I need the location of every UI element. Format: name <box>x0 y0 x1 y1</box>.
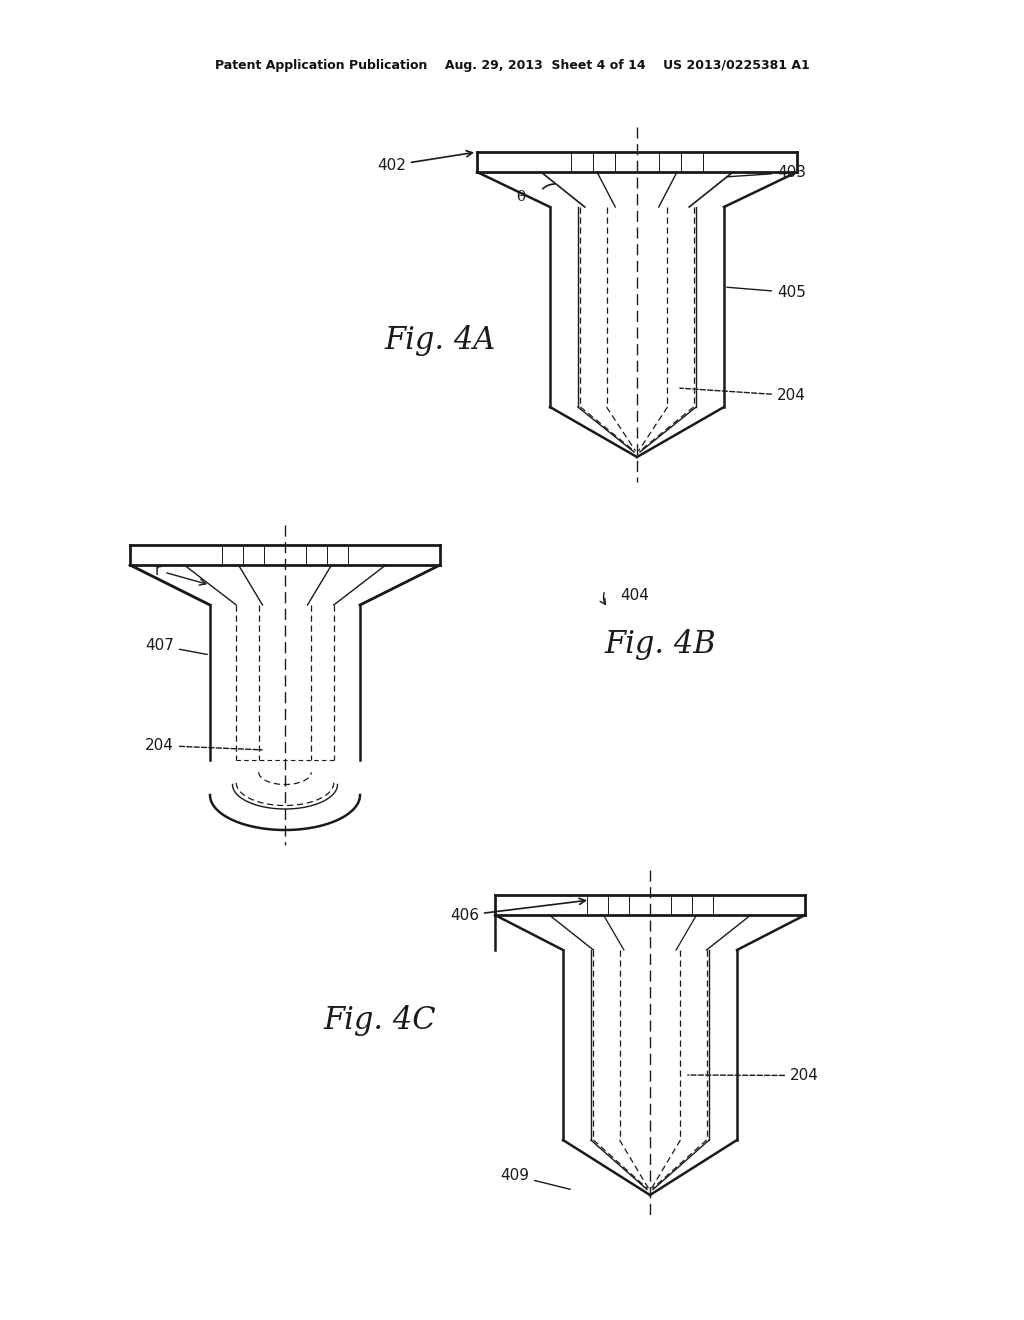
Text: 407: 407 <box>145 638 207 655</box>
Text: Fig. 4C: Fig. 4C <box>324 1005 436 1035</box>
Text: Fig. 4B: Fig. 4B <box>604 630 716 660</box>
Text: 409: 409 <box>500 1168 570 1189</box>
Text: 404: 404 <box>620 587 649 602</box>
Text: Fig. 4A: Fig. 4A <box>384 325 496 355</box>
Text: 204: 204 <box>145 738 262 752</box>
Text: 204: 204 <box>680 388 806 403</box>
Text: θ: θ <box>516 190 525 205</box>
Text: 403: 403 <box>727 165 806 180</box>
Text: r: r <box>155 564 206 585</box>
Text: 402: 402 <box>377 150 472 173</box>
Text: Patent Application Publication    Aug. 29, 2013  Sheet 4 of 14    US 2013/022538: Patent Application Publication Aug. 29, … <box>215 58 809 71</box>
Text: 204: 204 <box>688 1068 819 1082</box>
Text: 405: 405 <box>727 285 806 300</box>
Text: 406: 406 <box>450 899 586 923</box>
